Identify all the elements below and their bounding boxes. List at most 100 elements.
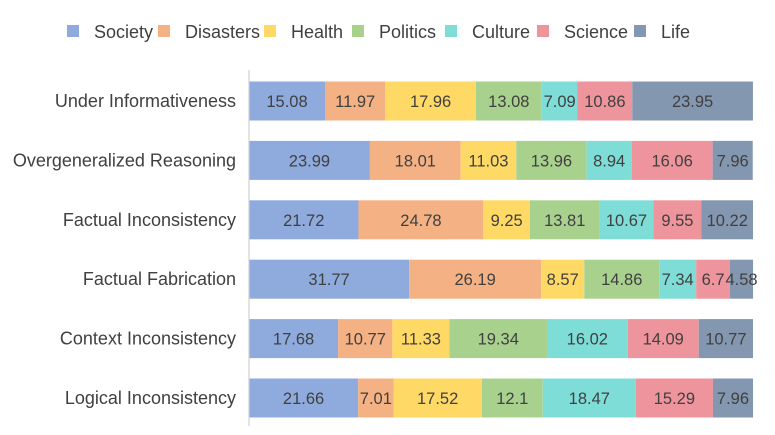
bar-segment-disasters-factual-fabrication bbox=[409, 259, 542, 299]
legend-item-politics: Politics bbox=[352, 22, 436, 42]
data-label-culture-under-informativeness: 7.09 bbox=[544, 93, 576, 111]
legend-item-disasters: Disasters bbox=[158, 22, 260, 42]
data-label-disasters-overgeneralized-reasoning: 18.01 bbox=[395, 152, 436, 170]
data-label-life-factual-fabrication: 4.58 bbox=[725, 271, 757, 289]
data-label-health-factual-fabrication: 8.57 bbox=[547, 271, 579, 289]
bar-segment-health-logical-inconsistency bbox=[393, 378, 482, 418]
category-label-under-informativeness: Under Informativeness bbox=[55, 91, 236, 111]
legend-item-society: Society bbox=[67, 22, 153, 42]
data-label-politics-logical-inconsistency: 12.1 bbox=[496, 390, 528, 408]
data-label-politics-under-informativeness: 13.08 bbox=[488, 93, 529, 111]
bar-segment-politics-factual-inconsistency bbox=[529, 200, 600, 240]
legend-label-science: Science bbox=[564, 22, 628, 42]
bar-row-factual-fabrication: 31.77 26.19 8.57 14.86 7.34 6.7 4.58 bbox=[249, 259, 758, 299]
data-label-culture-logical-inconsistency: 18.47 bbox=[569, 390, 610, 408]
data-label-culture-overgeneralized-reasoning: 8.94 bbox=[593, 152, 625, 170]
data-label-health-context-inconsistency: 11.33 bbox=[401, 331, 441, 349]
plot-area: 15.08 11.97 17.96 13.08 7.09 10.86 23.95 23.99 1… bbox=[249, 81, 758, 418]
bar-segment-science-context-inconsistency bbox=[627, 319, 699, 359]
data-label-science-under-informativeness: 10.86 bbox=[584, 93, 625, 111]
data-label-life-under-informativeness: 23.95 bbox=[672, 93, 713, 111]
bar-row-context-inconsistency: 17.68 10.77 11.33 19.34 16.02 14.09 10.77 bbox=[249, 319, 753, 359]
bar-segment-society-factual-inconsistency bbox=[249, 200, 359, 240]
category-label-factual-inconsistency: Factual Inconsistency bbox=[63, 210, 236, 230]
data-label-disasters-factual-fabrication: 26.19 bbox=[454, 271, 495, 289]
data-label-society-overgeneralized-reasoning: 23.99 bbox=[289, 152, 330, 170]
bar-segment-disasters-under-informativeness bbox=[325, 81, 386, 121]
bar-segment-health-factual-inconsistency bbox=[483, 200, 530, 240]
legend-item-life: Life bbox=[634, 22, 690, 42]
legend-swatch-disasters bbox=[158, 25, 170, 37]
legend-label-culture: Culture bbox=[472, 22, 530, 42]
legend-swatch-society bbox=[67, 25, 79, 37]
bar-segment-society-factual-fabrication bbox=[249, 259, 410, 299]
bar-row-factual-inconsistency: 21.72 24.78 9.25 13.81 10.67 9.55 10.22 bbox=[249, 200, 753, 240]
bar-segment-health-context-inconsistency bbox=[392, 319, 450, 359]
bar-segment-life-context-inconsistency bbox=[698, 319, 753, 359]
category-axis-labels: Under Informativeness Overgeneralized Rea… bbox=[13, 91, 236, 408]
bar-segment-health-factual-fabrication bbox=[541, 259, 585, 299]
legend-swatch-politics bbox=[352, 25, 364, 37]
bar-segment-society-overgeneralized-reasoning bbox=[249, 140, 370, 180]
bar-segment-disasters-overgeneralized-reasoning bbox=[369, 140, 461, 180]
bar-segment-culture-overgeneralized-reasoning bbox=[586, 140, 632, 180]
category-label-factual-fabrication: Factual Fabrication bbox=[83, 269, 236, 289]
legend-swatch-science bbox=[537, 25, 549, 37]
bar-segment-society-under-informativeness bbox=[249, 81, 326, 121]
data-label-society-under-informativeness: 15.08 bbox=[266, 93, 307, 111]
category-label-context-inconsistency: Context Inconsistency bbox=[60, 329, 236, 349]
data-label-health-logical-inconsistency: 17.52 bbox=[417, 390, 458, 408]
data-label-science-context-inconsistency: 14.09 bbox=[643, 331, 684, 349]
bar-segment-disasters-logical-inconsistency bbox=[358, 378, 394, 418]
legend-item-health: Health bbox=[264, 22, 343, 42]
bar-segment-politics-factual-fabrication bbox=[584, 259, 660, 299]
bar-row-logical-inconsistency: 21.66 7.01 17.52 12.1 18.47 15.29 7.96 bbox=[249, 378, 754, 418]
data-label-society-logical-inconsistency: 21.66 bbox=[283, 390, 324, 408]
bar-segment-science-factual-inconsistency bbox=[653, 200, 702, 240]
data-label-society-context-inconsistency: 17.68 bbox=[273, 331, 314, 349]
category-label-logical-inconsistency: Logical Inconsistency bbox=[65, 388, 236, 408]
bar-row-under-informativeness: 15.08 11.97 17.96 13.08 7.09 10.86 23.95 bbox=[249, 81, 753, 121]
data-label-health-factual-inconsistency: 9.25 bbox=[491, 212, 523, 230]
bar-segment-life-under-informativeness bbox=[632, 81, 753, 121]
legend-swatch-culture bbox=[445, 25, 457, 37]
bar-segment-politics-context-inconsistency bbox=[449, 319, 547, 359]
data-label-culture-context-inconsistency: 16.02 bbox=[567, 331, 608, 349]
data-label-science-factual-fabrication: 6.7 bbox=[702, 271, 725, 289]
data-label-society-factual-inconsistency: 21.72 bbox=[283, 212, 324, 230]
legend-label-politics: Politics bbox=[379, 22, 436, 42]
data-label-life-overgeneralized-reasoning: 7.96 bbox=[717, 152, 749, 170]
legend-label-disasters: Disasters bbox=[185, 22, 260, 42]
data-label-society-factual-fabrication: 31.77 bbox=[308, 271, 349, 289]
bar-segment-culture-factual-inconsistency bbox=[599, 200, 654, 240]
data-label-science-factual-inconsistency: 9.55 bbox=[661, 212, 693, 230]
data-label-politics-factual-fabrication: 14.86 bbox=[601, 271, 642, 289]
bar-row-overgeneralized-reasoning: 23.99 18.01 11.03 13.96 8.94 16.06 7.96 bbox=[249, 140, 753, 180]
bar-segment-culture-logical-inconsistency bbox=[542, 378, 636, 418]
bar-segment-science-logical-inconsistency bbox=[635, 378, 713, 418]
data-label-politics-context-inconsistency: 19.34 bbox=[478, 331, 519, 349]
bar-segment-life-logical-inconsistency bbox=[712, 378, 754, 418]
bar-segment-life-factual-fabrication bbox=[729, 259, 754, 299]
bar-segment-politics-under-informativeness bbox=[475, 81, 542, 121]
data-label-health-under-informativeness: 17.96 bbox=[410, 93, 451, 111]
bar-segment-culture-factual-fabrication bbox=[659, 259, 697, 299]
data-label-disasters-factual-inconsistency: 24.78 bbox=[400, 212, 441, 230]
bar-segment-health-under-informativeness bbox=[385, 81, 476, 121]
legend-swatch-health bbox=[264, 25, 276, 37]
bar-segment-society-logical-inconsistency bbox=[249, 378, 359, 418]
data-label-politics-factual-inconsistency: 13.81 bbox=[544, 212, 585, 230]
bar-segment-science-overgeneralized-reasoning bbox=[631, 140, 713, 180]
bar-segment-society-context-inconsistency bbox=[249, 319, 339, 359]
category-label-overgeneralized-reasoning: Overgeneralized Reasoning bbox=[13, 150, 236, 170]
legend-label-health: Health bbox=[291, 22, 343, 42]
data-label-science-overgeneralized-reasoning: 16.06 bbox=[652, 152, 693, 170]
legend-swatch-life bbox=[634, 25, 646, 37]
data-label-life-factual-inconsistency: 10.22 bbox=[707, 212, 748, 230]
legend-item-culture: Culture bbox=[445, 22, 530, 42]
bar-segment-health-overgeneralized-reasoning bbox=[460, 140, 517, 180]
chart-legend: Society Disasters Health Politics Culture Sci… bbox=[67, 22, 690, 42]
data-label-politics-overgeneralized-reasoning: 13.96 bbox=[531, 152, 572, 170]
bar-segment-science-factual-fabrication bbox=[696, 259, 730, 299]
data-label-science-logical-inconsistency: 15.29 bbox=[654, 390, 695, 408]
